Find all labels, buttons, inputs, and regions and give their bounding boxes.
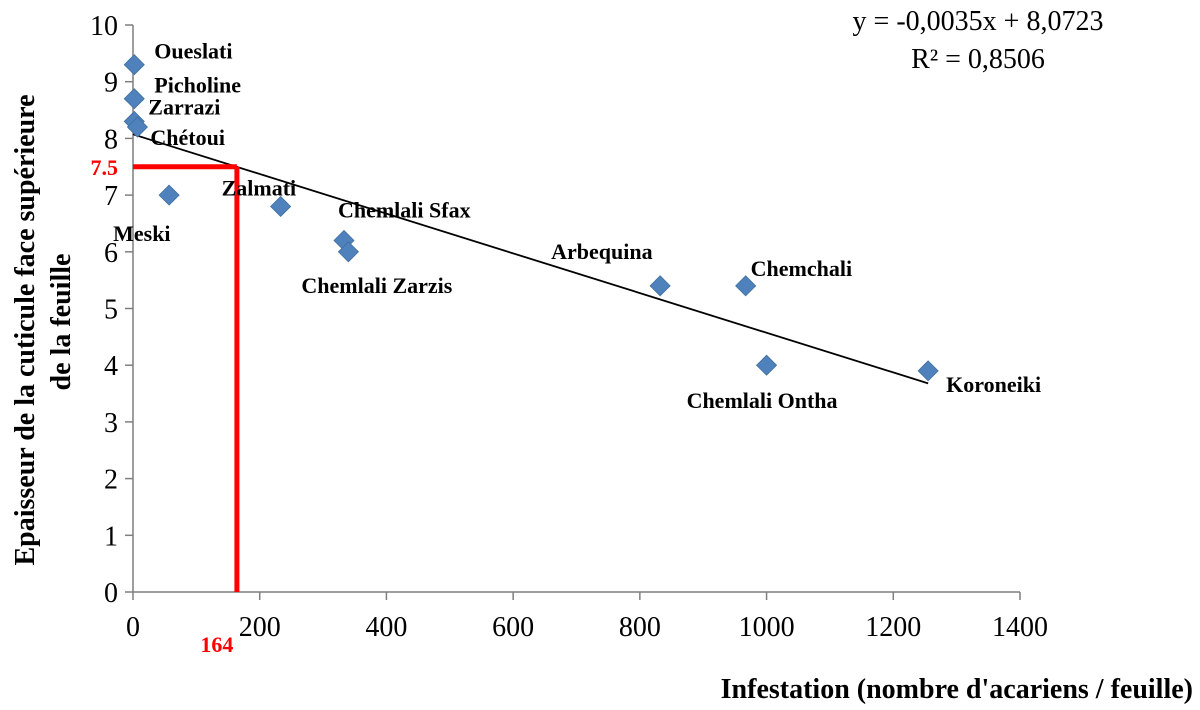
data-point-marker — [158, 184, 180, 206]
y-axis-title-line-1: Epaisseur de la cuticule face supérieure — [10, 94, 41, 565]
y-axis-title-line-2: de la feuille — [46, 254, 77, 391]
data-point-label: Koroneiki — [946, 372, 1041, 397]
x-tick-label: 800 — [619, 612, 661, 643]
x-tick-label: 1200 — [865, 612, 921, 643]
reference-y-label: 7.5 — [91, 155, 119, 180]
data-point-marker — [126, 116, 149, 138]
data-point-marker — [337, 241, 359, 263]
data-point-marker — [756, 354, 778, 376]
data-point-label: Chemchali — [751, 256, 852, 281]
y-tick-label: 3 — [104, 408, 118, 439]
data-point-marker — [270, 195, 292, 218]
y-tick-label: 4 — [104, 351, 118, 382]
trendline-r-squared: R² = 0,8506 — [911, 44, 1045, 75]
data-point-label: Picholine — [154, 73, 241, 98]
data-point-marker — [649, 275, 671, 297]
x-tick-label: 600 — [492, 612, 534, 643]
data-point-label: Chemlali Ontha — [687, 388, 838, 413]
data-point-label: Zarrazi — [148, 94, 220, 119]
y-tick-label: 7 — [104, 181, 118, 212]
y-axis-ticks: 0 1 2 3 4 5 6 7 8 9 10 — [90, 11, 133, 609]
data-point-label: Chétoui — [150, 125, 225, 150]
data-point-marker — [917, 360, 939, 382]
x-axis-ticks: 0 200 400 600 800 1000 1200 1400 — [126, 592, 1048, 643]
data-point-label: Zalmati — [222, 175, 297, 200]
data-point-label: Arbequina — [551, 239, 652, 264]
x-tick-label: 1400 — [992, 612, 1048, 643]
y-tick-label: 8 — [104, 124, 118, 155]
axes — [132, 25, 1020, 593]
data-points — [123, 54, 939, 382]
data-point-label: Chemlali Zarzis — [301, 273, 452, 298]
x-tick-label: 1000 — [739, 612, 795, 643]
x-tick-label: 200 — [239, 612, 281, 643]
trendline-equation: y = -0,0035x + 8,0723 — [853, 6, 1104, 37]
data-point-marker — [123, 88, 145, 110]
trendline — [132, 133, 929, 385]
y-tick-label: 6 — [104, 238, 118, 269]
y-tick-label: 9 — [104, 68, 118, 99]
y-tick-label: 1 — [104, 521, 118, 552]
y-tick-label: 10 — [90, 11, 118, 42]
y-tick-label: 2 — [104, 465, 118, 496]
y-tick-label: 5 — [104, 295, 118, 326]
data-point-marker — [123, 54, 145, 76]
data-point-label: Oueslati — [154, 39, 232, 64]
x-axis-title: Infestation (nombre d'acariens / feuille… — [721, 674, 1193, 705]
data-point-label: Chemlali Sfax — [338, 197, 471, 222]
x-tick-label: 0 — [126, 612, 140, 643]
trendline-layer — [132, 133, 929, 385]
reference-x-label: 164 — [200, 632, 233, 657]
data-point-label: Meski — [113, 221, 170, 246]
data-point-marker — [735, 275, 757, 297]
y-tick-label: 0 — [104, 578, 118, 609]
x-tick-label: 400 — [365, 612, 407, 643]
